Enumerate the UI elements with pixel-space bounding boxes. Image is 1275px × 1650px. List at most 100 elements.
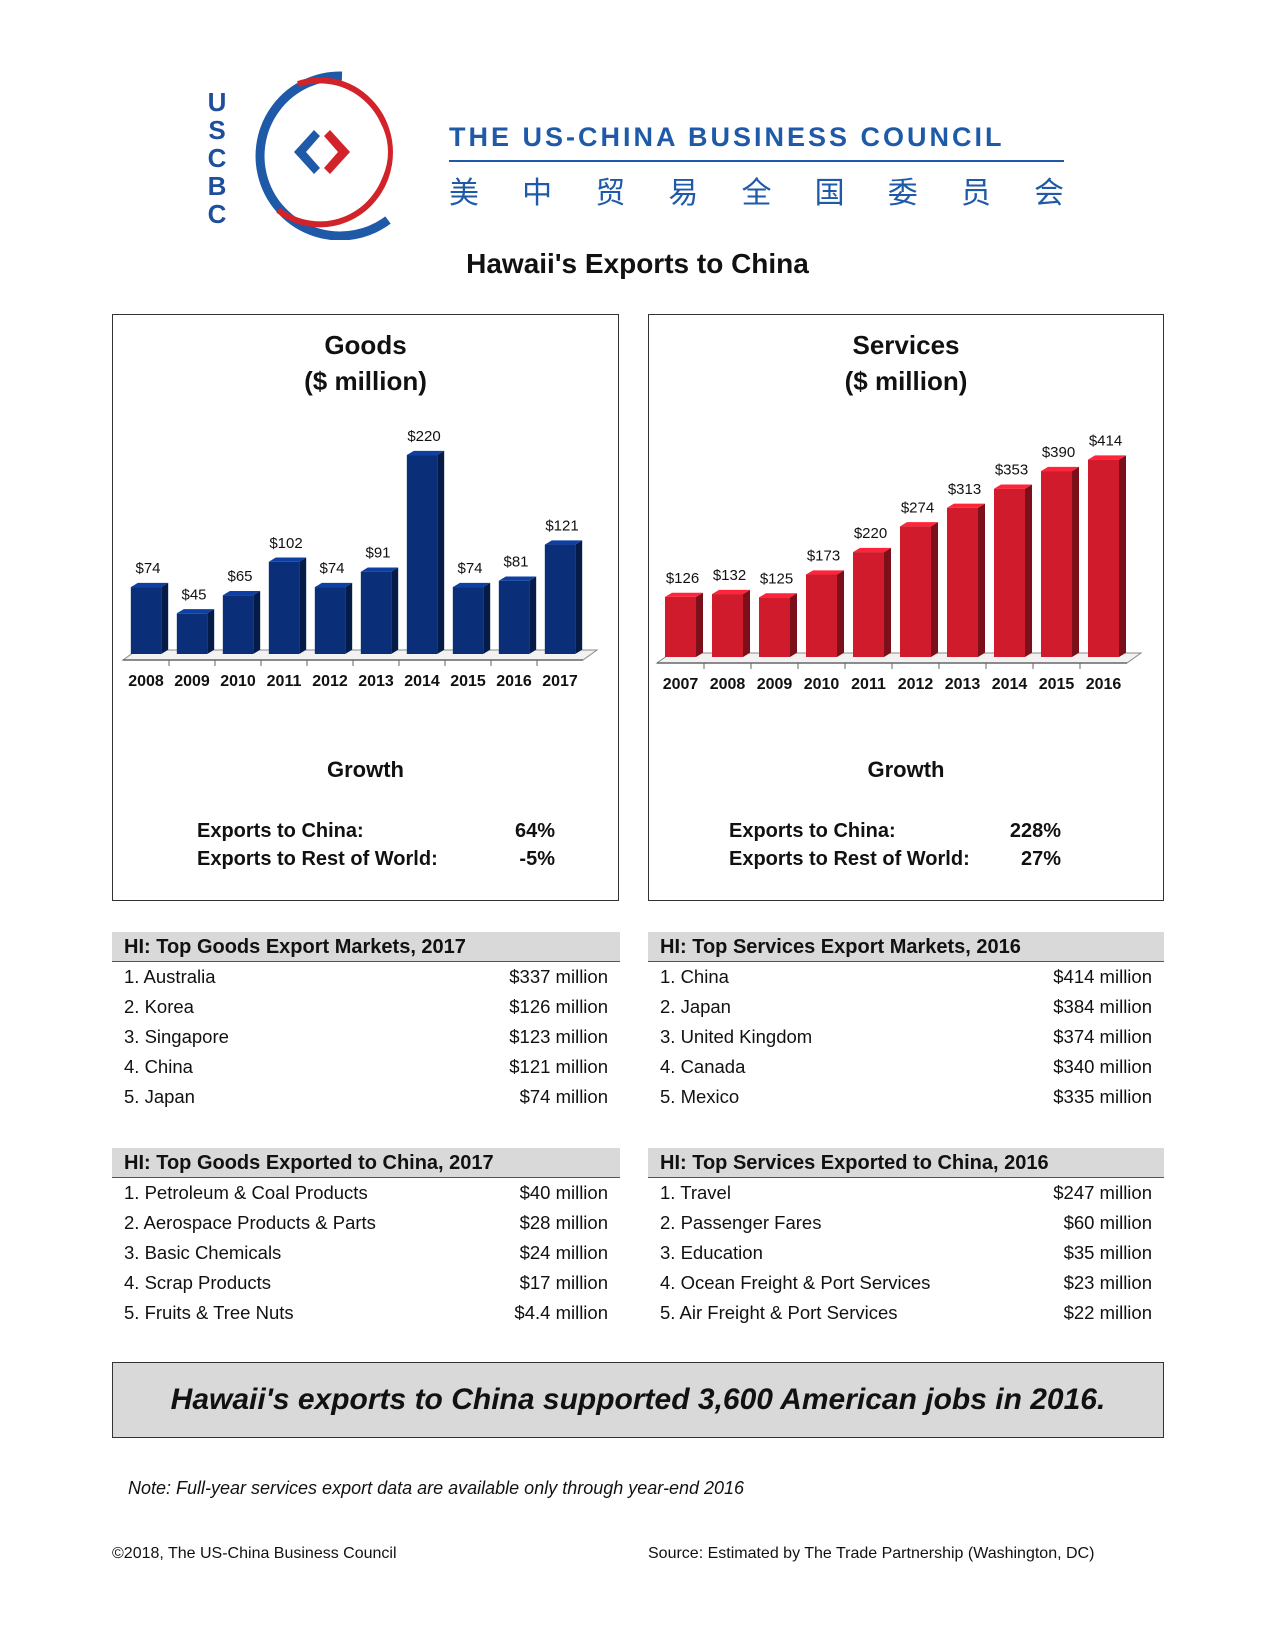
services-bar-side: [931, 522, 939, 657]
services-tick-label: 2016: [1086, 676, 1122, 693]
row-name: 1. Travel: [660, 1182, 731, 1203]
services-bar-front: [993, 488, 1026, 657]
footnote: Note: Full-year services export data are…: [128, 1478, 745, 1498]
chinese-char: 国: [814, 176, 845, 211]
goods-tick-label: 2015: [450, 673, 486, 690]
goods-bar-top: [130, 582, 169, 588]
services-markets-table: HI: Top Services Export Markets, 2016 1.…: [648, 932, 1164, 1112]
row-name: 1. Petroleum & Coal Products: [124, 1182, 368, 1203]
goods-bar-side: [253, 591, 261, 654]
row-name: 3. United Kingdom: [660, 1026, 813, 1047]
chinese-char: 全: [741, 176, 772, 211]
row-value: $23 million: [1063, 1272, 1152, 1293]
row-value: $126 million: [509, 996, 608, 1017]
services-bar-side: [884, 547, 892, 657]
goods-tick-label: 2017: [542, 673, 578, 690]
goods-bar-front: [452, 587, 484, 654]
goods-chart-panel: Goods ($ million) $74 2008 $45 2009 $65 2010 $…: [112, 314, 619, 901]
services-bar-top: [758, 593, 798, 598]
goods-bar-side: [437, 450, 445, 654]
goods-data-label: $65: [227, 568, 252, 585]
acronym-vertical: U S C B C: [202, 88, 232, 228]
goods-bar: [498, 576, 537, 654]
row-name: 3. Singapore: [124, 1026, 229, 1047]
goods-bar-side: [161, 582, 169, 654]
services-data-label: $390: [1042, 444, 1075, 461]
services-bar-side: [1119, 455, 1127, 657]
services-bar-top: [664, 592, 704, 597]
chinese-char: 委: [887, 176, 918, 211]
goods-bar-side: [299, 557, 307, 654]
chinese-char: 员: [960, 176, 991, 211]
goods-data-label: $81: [503, 554, 528, 571]
services-tick-label: 2009: [757, 676, 793, 693]
services-growth-world-value: 27%: [1020, 848, 1061, 870]
goods-bar-front: [544, 544, 576, 654]
goods-markets-title: HI: Top Goods Export Markets, 2017: [112, 932, 620, 962]
row-name: 5. Fruits & Tree Nuts: [124, 1302, 294, 1323]
org-name-chinese: 美 中 贸 易 全 国 委 员 会: [449, 168, 1064, 212]
acronym-letter: U: [207, 87, 227, 117]
services-tick-label: 2014: [992, 676, 1028, 693]
goods-data-label: $220: [407, 428, 440, 445]
table-row: 4. Canada $340 million: [648, 1052, 1164, 1082]
services-tick-label: 2010: [804, 676, 840, 693]
goods-bar-front: [176, 613, 208, 654]
services-data-label: $414: [1089, 433, 1122, 450]
services-tick-label: 2012: [898, 676, 934, 693]
header-divider: [449, 160, 1064, 162]
services-bar-side: [1072, 466, 1080, 657]
goods-markets-table: HI: Top Goods Export Markets, 2017 1. Au…: [112, 932, 620, 1112]
table-row: 3. Singapore $123 million: [112, 1022, 620, 1052]
table-row: 1. Australia $337 million: [112, 962, 620, 992]
goods-tick-label: 2013: [358, 673, 394, 690]
goods-to-china-table: HI: Top Goods Exported to China, 2017 1.…: [112, 1148, 620, 1328]
chinese-char: 美: [449, 176, 479, 211]
services-growth-china-value: 228%: [1009, 820, 1061, 842]
row-value: $4.4 million: [514, 1302, 608, 1323]
services-bar: [946, 503, 986, 657]
services-bar: [899, 522, 939, 657]
goods-bar-top: [498, 576, 537, 581]
goods-growth-title: Growth: [327, 757, 404, 782]
table-row: 2. Japan $384 million: [648, 992, 1164, 1022]
page-title: Hawaii's Exports to China: [466, 248, 809, 279]
goods-bar-side: [575, 540, 583, 654]
services-growth-china-label: Exports to China:: [729, 820, 896, 842]
row-name: 2. Aerospace Products & Parts: [124, 1212, 376, 1233]
row-value: $60 million: [1063, 1212, 1152, 1233]
table-row: 3. United Kingdom $374 million: [648, 1022, 1164, 1052]
goods-chart-title-line: ($ million): [304, 366, 427, 396]
services-chart-panel: Services ($ million) $126 2007 $132 2008 $12…: [648, 314, 1164, 901]
services-bar-top: [805, 570, 845, 575]
goods-data-label: $91: [365, 545, 390, 562]
services-bar-front: [852, 552, 885, 657]
row-value: $24 million: [519, 1242, 608, 1263]
chinese-char: 会: [1034, 176, 1064, 211]
goods-chart-title-line: Goods: [324, 330, 407, 360]
table-row: 1. China $414 million: [648, 962, 1164, 992]
goods-bar-side: [483, 582, 491, 654]
services-bar-top: [1040, 466, 1080, 472]
services-tick-label: 2007: [663, 676, 699, 693]
row-value: $335 million: [1053, 1086, 1152, 1107]
goods-bar-front: [222, 595, 254, 654]
acronym-letter: S: [208, 115, 226, 145]
goods-bar: [176, 609, 215, 654]
services-chart-title-line: Services: [852, 330, 960, 360]
services-bar-top: [899, 522, 939, 527]
acronym-letter: C: [207, 199, 227, 229]
services-bar: [711, 589, 751, 657]
table-row: 4. Scrap Products $17 million: [112, 1268, 620, 1298]
services-data-label: $220: [854, 525, 887, 542]
chinese-char: 易: [668, 176, 699, 211]
services-bar: [664, 592, 704, 657]
services-data-label: $173: [807, 548, 840, 565]
services-data-label: $353: [995, 462, 1028, 479]
services-bar-front: [664, 596, 697, 657]
services-bar: [852, 547, 892, 657]
goods-bar-top: [452, 582, 491, 588]
goods-bar-front: [314, 587, 346, 654]
row-name: 2. Japan: [660, 996, 731, 1017]
row-value: $17 million: [519, 1272, 608, 1293]
